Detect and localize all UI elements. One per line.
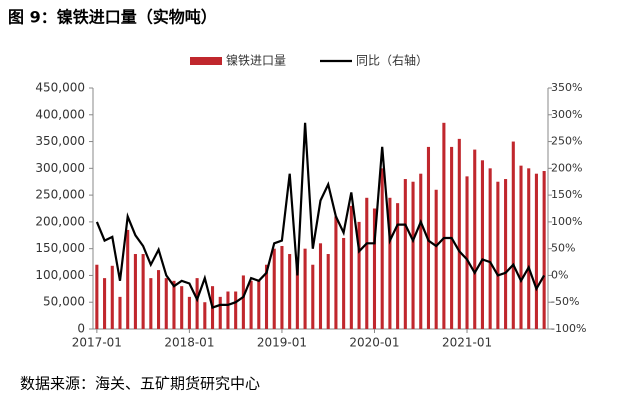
bar [372,208,377,329]
bar [480,160,484,329]
bar [311,264,315,329]
bar [295,264,299,329]
y2-tick-label: 250% [551,135,582,148]
bar [157,270,161,329]
legend-label: 镍铁进口量 [226,54,286,68]
bar [280,245,284,329]
bar [349,205,353,329]
bar [534,173,538,329]
bar [488,168,492,329]
y-tick-label: 0 [77,322,85,336]
bar [164,278,168,329]
bar [195,278,199,329]
y-tick-label: 50,000 [43,295,85,309]
x-tick-label: 2019-01 [257,336,307,350]
bar [434,189,438,329]
bar [288,254,292,329]
bar [249,280,253,329]
bar [264,264,269,329]
line [95,122,546,310]
y-tick-label: 400,000 [35,107,85,121]
x-tick-label: 2020-01 [349,336,399,350]
bar [126,229,130,329]
bar [465,176,469,329]
x-tick-label: 2018-01 [164,336,214,350]
y-tick-label: 350,000 [35,134,85,148]
bar [326,254,330,329]
y2-tick-label: 300% [551,108,582,121]
y-tick-label: 450,000 [35,81,85,95]
bar [103,278,107,329]
y2-tick-label: 200% [551,161,582,174]
bar [234,291,238,329]
y-tick-label: 250,000 [35,188,85,202]
bar [365,197,369,329]
bar [172,280,176,329]
bar [396,203,400,329]
bar [218,296,222,329]
bar [95,264,99,329]
y-tick-label: 100,000 [35,268,85,282]
y-tick-label: 200,000 [35,214,85,228]
y2-tick-label: 50% [551,242,575,255]
bar [272,248,276,329]
bar [203,302,207,329]
bar [496,181,500,329]
x-tick-label: 2017-01 [72,336,122,350]
bar [257,280,261,329]
bar [187,296,191,329]
chart-title: 图 9：镍铁进口量（实物吨） [8,8,217,27]
bar [303,248,307,329]
x-tick-label: 2021-01 [442,336,492,350]
y2-tick-label: 0% [551,268,568,281]
bar [511,141,515,329]
bar [318,243,323,329]
bar [419,173,423,329]
legend-label: 同比（右轴） [356,53,428,68]
bar [141,254,145,329]
bar [519,165,523,329]
bar [110,265,114,329]
bar [442,122,446,329]
bar [342,237,346,329]
bar [118,296,122,329]
bar [133,254,137,329]
legend-swatch [190,57,222,65]
bar [473,149,477,329]
y2-tick-label: 100% [551,215,582,228]
bar [357,221,361,329]
y-tick-label: 300,000 [35,161,85,175]
bar [180,286,184,329]
y2-tick-label: 150% [551,188,582,201]
y-tick-label: 150,000 [35,241,85,255]
source-note: 数据来源：海关、五矿期货研究中心 [20,375,260,393]
bar [542,171,546,329]
y2-tick-label: -50% [551,295,579,308]
y2-tick-label: -100% [551,322,586,335]
y2-tick-label: 350% [551,81,582,94]
bar [411,181,415,329]
bar [334,216,338,329]
bar [457,138,461,329]
bar [403,179,407,329]
bar [149,278,153,329]
bar [388,197,392,329]
bar [504,179,508,329]
bar [241,275,245,329]
bar [380,168,384,329]
bar [226,291,230,329]
bar [527,168,531,329]
